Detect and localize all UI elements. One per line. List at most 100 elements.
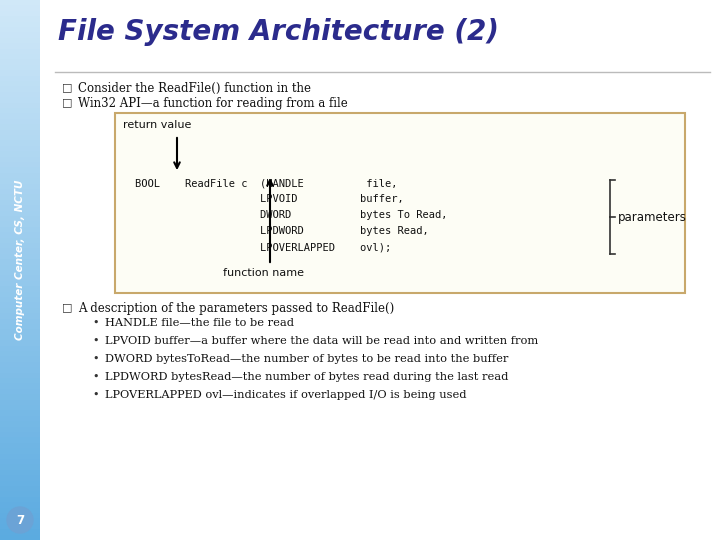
Bar (0, 427, 40, 432)
Text: LPOVERLAPPED ovl—indicates if overlapped I/O is being used: LPOVERLAPPED ovl—indicates if overlapped… (105, 390, 467, 400)
Bar (0, 529, 40, 535)
Bar (0, 410, 40, 416)
Bar (115, 113, 685, 293)
Bar (0, 103, 40, 108)
Bar (0, 535, 40, 540)
Bar (0, 92, 40, 97)
Text: Computer Center, CS, NCTU: Computer Center, CS, NCTU (15, 180, 25, 340)
Bar (0, 216, 40, 221)
Bar (0, 308, 40, 313)
Bar (0, 432, 40, 437)
Bar (0, 302, 40, 308)
Bar (0, 173, 40, 178)
Bar (0, 340, 40, 346)
Bar (0, 227, 40, 232)
Bar (0, 297, 40, 302)
Bar (0, 243, 40, 248)
Bar (0, 383, 40, 389)
Bar (0, 491, 40, 497)
Text: Consider the ReadFile() function in the: Consider the ReadFile() function in the (78, 82, 311, 95)
Bar (0, 184, 40, 189)
Bar (0, 49, 40, 54)
Bar (0, 389, 40, 394)
Bar (0, 124, 40, 130)
Bar (0, 140, 40, 146)
Bar (0, 157, 40, 162)
Bar (0, 373, 40, 378)
Bar (0, 205, 40, 211)
Bar (0, 65, 40, 70)
Bar (0, 346, 40, 351)
Text: LPDWORD         bytes Read,: LPDWORD bytes Read, (135, 226, 428, 236)
Bar (0, 454, 40, 459)
Bar (0, 0, 40, 5)
Bar (0, 405, 40, 410)
Text: 7: 7 (16, 514, 24, 526)
Bar (0, 475, 40, 481)
Bar (0, 448, 40, 454)
Bar (0, 319, 40, 324)
Bar (0, 351, 40, 356)
Text: •: • (92, 372, 99, 382)
Bar (0, 54, 40, 59)
Bar (0, 265, 40, 270)
Bar (0, 194, 40, 200)
Bar (0, 254, 40, 259)
Bar (0, 119, 40, 124)
Bar (0, 32, 40, 38)
Bar (0, 38, 40, 43)
Bar (0, 508, 40, 513)
Bar (0, 378, 40, 383)
Text: •: • (92, 336, 99, 346)
Bar (0, 11, 40, 16)
Text: LPVOID          buffer,: LPVOID buffer, (135, 194, 404, 204)
Bar (0, 130, 40, 135)
Bar (0, 275, 40, 281)
Bar (0, 464, 40, 470)
Bar (0, 16, 40, 22)
Text: HANDLE file—the file to be read: HANDLE file—the file to be read (105, 318, 294, 328)
Bar (0, 146, 40, 151)
Bar (0, 151, 40, 157)
Bar (0, 167, 40, 173)
Bar (0, 513, 40, 518)
Text: LPDWORD bytesRead—the number of bytes read during the last read: LPDWORD bytesRead—the number of bytes re… (105, 372, 508, 382)
Bar (0, 86, 40, 92)
Bar (0, 27, 40, 32)
Bar (0, 200, 40, 205)
Bar (0, 292, 40, 297)
Bar (0, 313, 40, 319)
Bar (0, 135, 40, 140)
Bar (0, 481, 40, 486)
Circle shape (7, 507, 33, 533)
Bar (0, 189, 40, 194)
Bar (0, 59, 40, 65)
Text: File System Architecture (2): File System Architecture (2) (58, 18, 499, 46)
Bar (0, 518, 40, 524)
Bar (0, 459, 40, 464)
Bar (0, 281, 40, 286)
Bar (0, 70, 40, 76)
Bar (0, 443, 40, 448)
Text: •: • (92, 318, 99, 328)
Text: •: • (92, 354, 99, 364)
Bar (0, 362, 40, 367)
Bar (0, 394, 40, 400)
Bar (0, 367, 40, 373)
Text: LPVOID buffer—a buffer where the data will be read into and written from: LPVOID buffer—a buffer where the data wi… (105, 336, 539, 346)
Bar (0, 502, 40, 508)
Bar (0, 329, 40, 335)
Bar (0, 81, 40, 86)
Bar (0, 22, 40, 27)
Text: parameters: parameters (618, 211, 687, 224)
Bar (0, 232, 40, 238)
Bar (0, 416, 40, 421)
Text: □: □ (62, 82, 73, 92)
Text: return value: return value (123, 120, 192, 130)
Bar (0, 162, 40, 167)
Bar (0, 76, 40, 81)
Bar (0, 356, 40, 362)
Text: •: • (92, 390, 99, 400)
Bar (0, 324, 40, 329)
Text: DWORD bytesToRead—the number of bytes to be read into the buffer: DWORD bytesToRead—the number of bytes to… (105, 354, 508, 364)
